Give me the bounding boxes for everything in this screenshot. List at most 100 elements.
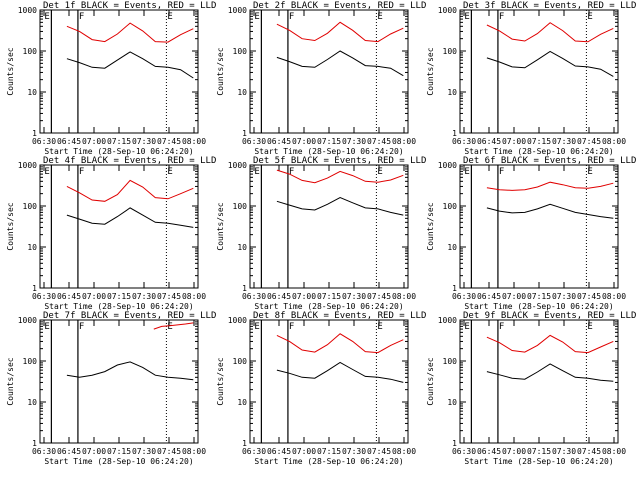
x-tick-label: 08:00	[392, 292, 416, 301]
lld-series-line	[66, 179, 194, 202]
marker-label: E	[587, 12, 592, 22]
plot-title: Det 1f BLACK = Events, RED = LLD	[43, 1, 216, 11]
x-tick-label: 07:15	[317, 292, 341, 301]
plot-title: Det 5f BLACK = Events, RED = LLD	[253, 156, 426, 166]
plot-panel-1: Det 1f BLACK = Events, RED = LLD 1 10 100 10…	[6, 1, 216, 156]
x-axis-label: Start Time (28-Sep-10 06:24:20)	[254, 147, 403, 156]
y-tick-label: 100	[23, 47, 38, 56]
x-tick-label: 06:30	[242, 137, 266, 146]
marker-label: E	[44, 12, 49, 22]
x-tick-label: 07:15	[317, 137, 341, 146]
x-tick-label: 07:15	[107, 447, 131, 456]
x-tick-label: 06:45	[57, 292, 81, 301]
y-tick-label: 1	[452, 129, 457, 138]
marker-label: E	[377, 12, 382, 22]
x-tick-label: 07:30	[552, 137, 576, 146]
x-tick-label: 08:00	[602, 292, 626, 301]
x-tick-label: 06:30	[452, 137, 476, 146]
y-tick-label: 10	[447, 398, 457, 407]
y-tick-label: 10	[447, 88, 457, 97]
lld-series-line	[486, 22, 614, 43]
x-tick-label: 07:00	[502, 292, 526, 301]
plot-title: Det 4f BLACK = Events, RED = LLD	[43, 156, 216, 166]
marker-label: E	[44, 322, 49, 332]
plot-frame	[459, 164, 619, 289]
plot-frame	[249, 164, 409, 289]
y-tick-label: 1000	[18, 6, 37, 15]
plot-title: Det 2f BLACK = Events, RED = LLD	[253, 1, 426, 11]
y-tick-label: 1	[242, 284, 247, 293]
plot-panel-5: Det 5f BLACK = Events, RED = LLD 1 10 100 10…	[216, 156, 426, 311]
x-tick-label: 07:45	[157, 292, 181, 301]
x-tick-label: 07:15	[527, 137, 551, 146]
marker-label: E	[464, 167, 469, 177]
marker-label: E	[587, 322, 592, 332]
x-tick-label: 08:00	[602, 447, 626, 456]
plot-title: Det 6f BLACK = Events, RED = LLD	[463, 156, 636, 166]
y-axis-label: Counts/sec	[6, 202, 15, 250]
y-tick-label: 10	[237, 243, 247, 252]
y-tick-label: 1000	[228, 316, 247, 325]
y-axis-label: Counts/sec	[426, 357, 435, 405]
x-tick-label: 07:00	[292, 137, 316, 146]
plot-title: Det 7f BLACK = Events, RED = LLD	[43, 311, 216, 321]
plot-frame	[39, 319, 199, 444]
x-tick-label: 08:00	[602, 137, 626, 146]
x-tick-label: 06:45	[267, 292, 291, 301]
x-axis-label: Start Time (28-Sep-10 06:24:20)	[464, 457, 613, 466]
x-tick-label: 07:00	[502, 137, 526, 146]
x-tick-label: 07:45	[577, 292, 601, 301]
x-tick-label: 07:45	[367, 447, 391, 456]
events-series-line	[66, 51, 194, 79]
x-tick-label: 07:00	[292, 292, 316, 301]
plot-frame	[249, 9, 409, 134]
x-tick-label: 08:00	[392, 137, 416, 146]
lld-series-line	[276, 333, 404, 354]
y-tick-label: 1000	[18, 316, 37, 325]
x-tick-label: 07:30	[342, 137, 366, 146]
y-tick-label: 10	[237, 88, 247, 97]
x-tick-label: 07:30	[552, 447, 576, 456]
y-tick-label: 1	[32, 284, 37, 293]
marker-label: E	[167, 322, 172, 332]
marker-label: F	[499, 167, 504, 177]
y-axis-label: Counts/sec	[6, 47, 15, 95]
marker-label: E	[167, 12, 172, 22]
x-axis-label: Start Time (28-Sep-10 06:24:20)	[254, 457, 403, 466]
marker-label: F	[289, 322, 294, 332]
x-tick-label: 07:30	[132, 447, 156, 456]
lld-series-line	[153, 322, 194, 330]
marker-label: E	[254, 12, 259, 22]
y-tick-label: 1000	[228, 6, 247, 15]
x-tick-label: 06:45	[267, 447, 291, 456]
plot-title: Det 8f BLACK = Events, RED = LLD	[253, 311, 426, 321]
lld-series-line	[486, 334, 614, 354]
x-axis-label: Start Time (28-Sep-10 06:24:20)	[464, 147, 613, 156]
marker-label: F	[499, 322, 504, 332]
x-tick-label: 06:30	[32, 292, 56, 301]
plot-frame	[459, 319, 619, 444]
x-tick-label: 07:45	[157, 137, 181, 146]
events-series-line	[276, 361, 404, 383]
plot-panel-4: Det 4f BLACK = Events, RED = LLD 1 10 100 10…	[6, 156, 216, 311]
x-tick-label: 07:30	[132, 292, 156, 301]
x-tick-label: 06:30	[452, 447, 476, 456]
y-tick-label: 1	[452, 284, 457, 293]
marker-label: E	[167, 167, 172, 177]
y-tick-label: 10	[27, 243, 37, 252]
events-series-line	[66, 361, 194, 381]
marker-label: F	[289, 12, 294, 22]
x-tick-label: 07:15	[527, 292, 551, 301]
marker-label: E	[44, 167, 49, 177]
y-tick-label: 10	[237, 398, 247, 407]
marker-label: E	[377, 167, 382, 177]
marker-label: E	[464, 12, 469, 22]
y-tick-label: 1	[242, 439, 247, 448]
events-series-line	[486, 203, 614, 219]
plot-panel-7: Det 7f BLACK = Events, RED = LLD 1 10 100 10…	[6, 311, 216, 466]
marker-label: F	[499, 12, 504, 22]
plot-frame	[249, 319, 409, 444]
x-tick-label: 06:45	[267, 137, 291, 146]
y-axis-label: Counts/sec	[426, 47, 435, 95]
